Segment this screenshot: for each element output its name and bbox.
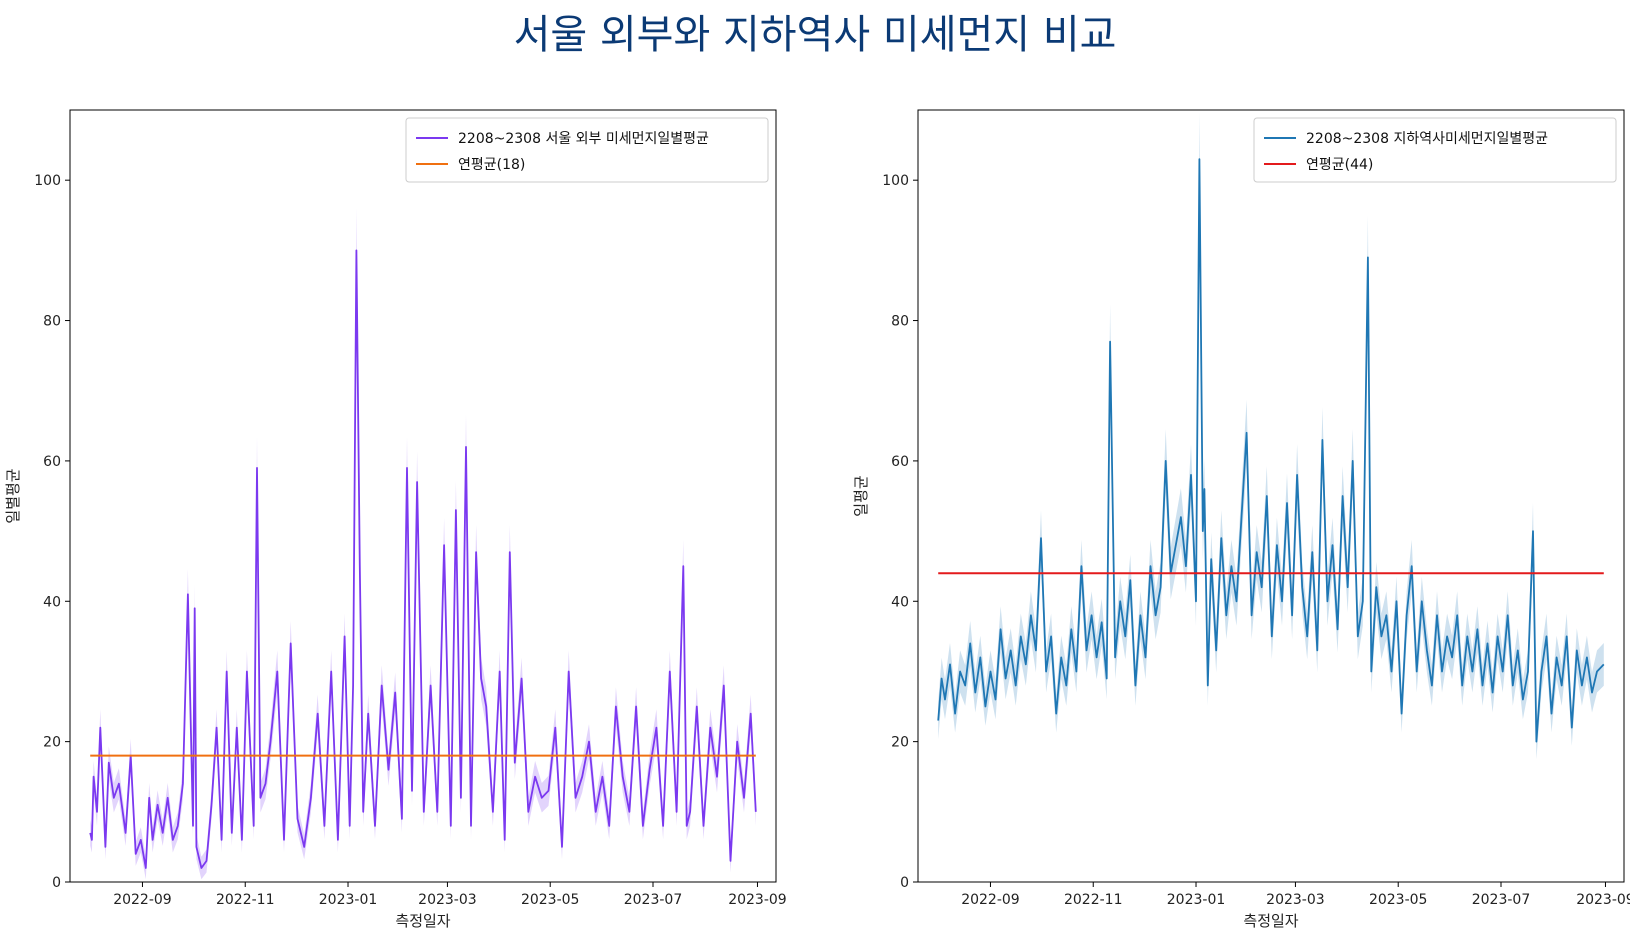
figure-title: 서울 외부와 지하역사 미세먼지 비교	[513, 12, 1117, 58]
y-axis-label: 일별평균	[4, 468, 22, 523]
y-axis-label: 일평균	[852, 475, 870, 517]
x-tick-label: 2023-01	[319, 892, 378, 908]
plot-frame	[69, 109, 777, 883]
series-line	[937, 158, 1605, 743]
y-tick-label: 0	[900, 875, 909, 891]
x-tick-label: 2022-11	[216, 892, 275, 908]
chart-panel-subway: 0 20 40 60 80 100 2022-09 2022-11 2023-01 2023-03…	[852, 109, 1630, 930]
legend-box	[1253, 117, 1617, 183]
legend-label: 2208~2308 서울 외부 미세먼지일별평균	[458, 131, 709, 147]
legend-box	[405, 117, 769, 183]
y-tick-label: 0	[52, 875, 61, 891]
series-line	[89, 249, 757, 869]
plot-frame	[917, 109, 1625, 883]
x-tick-label: 2022-11	[1064, 892, 1123, 908]
x-tick-label: 2023-03	[1266, 892, 1325, 908]
y-tick-label: 80	[43, 314, 61, 330]
x-tick-label: 2023-05	[521, 892, 580, 908]
x-tick-label: 2023-07	[1472, 892, 1531, 908]
y-tick-label: 60	[891, 454, 909, 470]
x-tick-label: 2022-09	[961, 892, 1020, 908]
legend-label: 2208~2308 지하역사미세먼지일별평균	[1306, 131, 1548, 147]
y-tick-label: 80	[891, 314, 909, 330]
x-tick-label: 2023-07	[624, 892, 683, 908]
chart-panel-outdoor: 0 20 40 60 80 100 2022-09 2022-11 2023-01 2023-03…	[4, 109, 787, 930]
x-tick-label: 2023-09	[1576, 892, 1630, 908]
legend-label: 연평균(18)	[458, 157, 525, 173]
x-axis-label: 측정일자	[395, 912, 450, 930]
series-band	[938, 112, 1604, 760]
y-tick-label: 20	[891, 735, 909, 751]
y-tick-label: 40	[891, 594, 909, 610]
legend-label: 연평균(44)	[1306, 157, 1373, 173]
x-tick-label: 2023-03	[418, 892, 477, 908]
x-tick-label: 2022-09	[113, 892, 172, 908]
y-tick-label: 40	[43, 594, 61, 610]
x-tick-label: 2023-05	[1369, 892, 1428, 908]
x-axis-label: 측정일자	[1243, 912, 1298, 930]
y-tick-label: 100	[34, 173, 61, 189]
x-tick-label: 2023-09	[728, 892, 787, 908]
y-tick-label: 20	[43, 735, 61, 751]
y-tick-label: 100	[882, 173, 909, 189]
x-tick-label: 2023-01	[1167, 892, 1226, 908]
y-tick-label: 60	[43, 454, 61, 470]
